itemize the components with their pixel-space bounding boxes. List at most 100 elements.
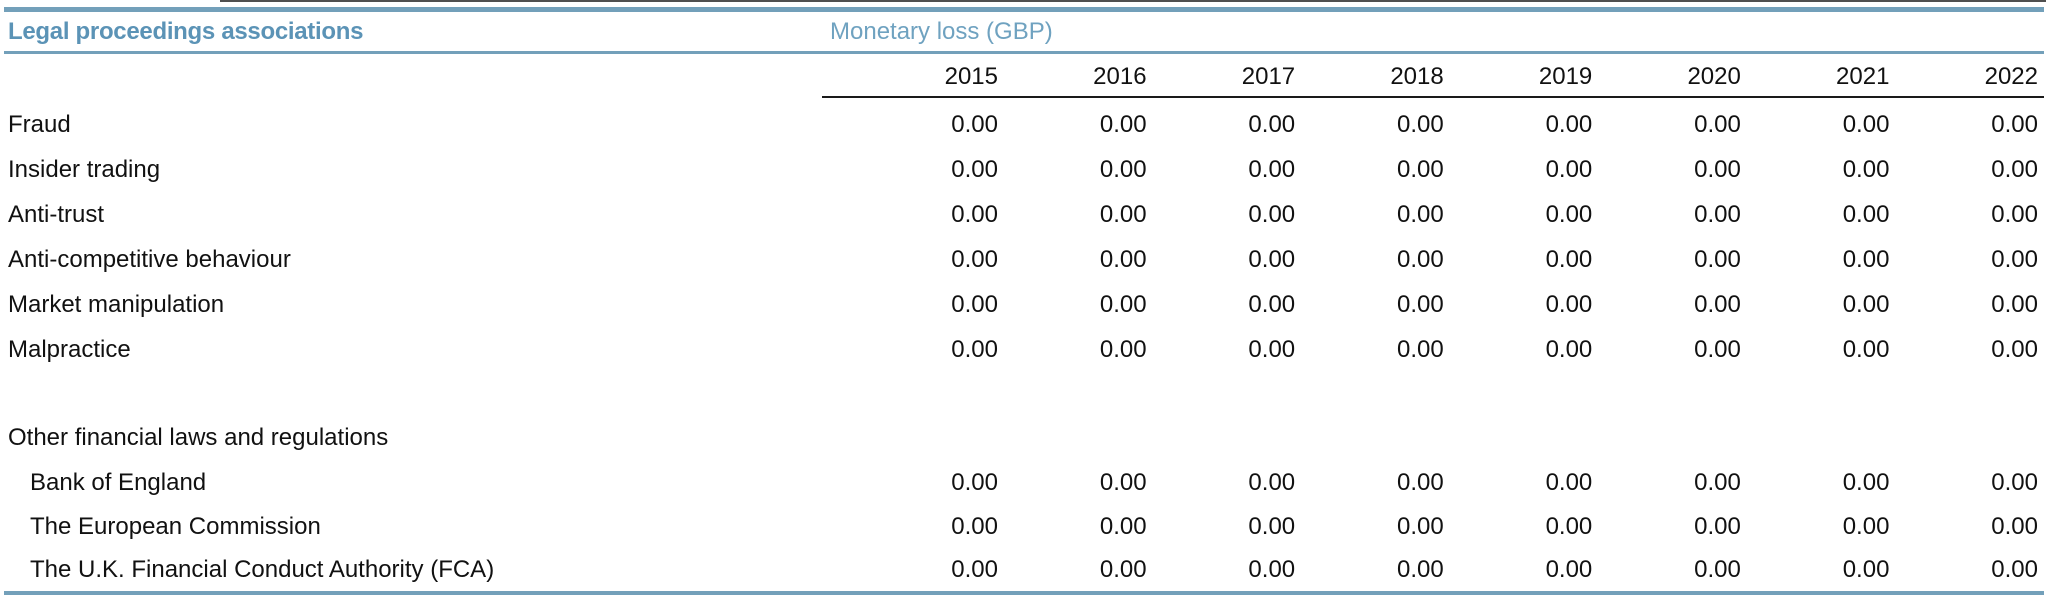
value-cell: 0.00: [1099, 155, 1147, 183]
year-header: 2021: [1836, 63, 1890, 90]
value-cell: 0.00: [1099, 245, 1147, 273]
value-cell: 0.00: [1694, 290, 1741, 318]
value-cell: 0.00: [1099, 555, 1147, 583]
value-cell: 0.00: [1396, 110, 1444, 138]
value-cell: 0.00: [1396, 290, 1444, 318]
blank-row: [0, 372, 2052, 415]
table-row: Anti-trust 0.00 0.00 0.00 0.00 0.00 0.00 0.00 0.…: [0, 192, 2052, 237]
table-row: Fraud 0.00 0.00 0.00 0.00 0.00 0.00 0.00 0.00: [0, 102, 2052, 147]
table-title: Legal proceedings associations: [8, 17, 364, 45]
value-cell: 0.00: [1694, 512, 1741, 540]
value-cell: 0.00: [1694, 335, 1741, 363]
table-row: The European Commission 0.00 0.00 0.00 0.00 0…: [0, 505, 2052, 548]
row-label: Malpractice: [8, 335, 131, 363]
value-cell: 0.00: [1842, 468, 1890, 496]
value-cell: 0.00: [951, 290, 998, 318]
year-row-label-spacer: [0, 91, 822, 96]
value-cell: 0.00: [1842, 335, 1890, 363]
value-cell: 0.00: [1099, 335, 1147, 363]
year-header: 2019: [1538, 63, 1593, 90]
value-cell: 0.00: [1248, 290, 1296, 318]
table-row: Bank of England 0.00 0.00 0.00 0.00 0.00 0.00 0…: [0, 460, 2052, 505]
value-cell: 0.00: [1545, 155, 1593, 183]
year-header: 2022: [1984, 63, 2038, 90]
value-cell: 0.00: [1991, 335, 2038, 363]
value-cell: 0.00: [951, 245, 998, 273]
row-label: Fraud: [8, 110, 71, 138]
value-cell: 0.00: [951, 110, 998, 138]
year-header: 2015: [944, 63, 998, 90]
value-cell: 0.00: [1248, 555, 1296, 583]
row-label: Insider trading: [8, 155, 161, 183]
value-cell: 0.00: [1248, 512, 1296, 540]
row-label: Bank of England: [30, 468, 207, 496]
value-cell: 0.00: [951, 335, 998, 363]
year-header: 2017: [1241, 63, 1296, 90]
table-row: Market manipulation 0.00 0.00 0.00 0.00 0.00 0…: [0, 282, 2052, 327]
value-cell: 0.00: [1396, 335, 1444, 363]
value-cell: 0.00: [1099, 200, 1147, 228]
table-row: Malpractice 0.00 0.00 0.00 0.00 0.00 0.00 0.00 0…: [0, 327, 2052, 372]
value-cell: 0.00: [1991, 555, 2038, 583]
value-cell: 0.00: [1248, 335, 1296, 363]
value-cell: 0.00: [1991, 512, 2038, 540]
table-row: The U.K. Financial Conduct Authority (FC…: [0, 548, 2052, 591]
value-cell: 0.00: [1842, 290, 1890, 318]
year-header-row: 2015 2016 2017 2018 2019 2020 2021 2022: [0, 54, 2052, 96]
table-row: Other financial laws and regulations: [0, 415, 2052, 460]
value-cell: 0.00: [1842, 155, 1890, 183]
row-label: Market manipulation: [8, 290, 225, 318]
value-cell: 0.00: [1842, 555, 1890, 583]
value-cell: 0.00: [1842, 512, 1890, 540]
value-cell: 0.00: [1396, 200, 1444, 228]
bottom-border-line: [4, 591, 2044, 595]
value-cell: 0.00: [1694, 110, 1741, 138]
header-underline: [4, 51, 2044, 54]
value-cell: 0.00: [951, 512, 998, 540]
value-cell: 0.00: [1545, 512, 1593, 540]
value-cell: 0.00: [1991, 155, 2038, 183]
value-cell: 0.00: [1545, 290, 1593, 318]
value-cell: 0.00: [1545, 110, 1593, 138]
screenshot-edge-line: [220, 0, 2046, 2]
value-cell: 0.00: [1545, 335, 1593, 363]
value-cell: 0.00: [1248, 110, 1296, 138]
value-cell: 0.00: [1545, 555, 1593, 583]
value-cell: 0.00: [951, 200, 998, 228]
value-cell: 0.00: [951, 468, 998, 496]
value-cell: 0.00: [1396, 555, 1444, 583]
column-group-header: Monetary loss (GBP): [830, 17, 1053, 45]
value-cell: 0.00: [1396, 512, 1444, 540]
value-cell: 0.00: [1099, 290, 1147, 318]
value-cell: 0.00: [1694, 245, 1741, 273]
value-cell: 0.00: [1099, 110, 1147, 138]
row-label: Other financial laws and regulations: [8, 423, 389, 451]
value-cell: 0.00: [1991, 200, 2038, 228]
value-cell: 0.00: [1991, 245, 2038, 273]
value-cell: 0.00: [1842, 245, 1890, 273]
value-cell: 0.00: [1991, 290, 2038, 318]
year-header-underline: [822, 96, 2044, 98]
value-cell: 0.00: [1842, 110, 1890, 138]
value-cell: 0.00: [1099, 468, 1147, 496]
value-cell: 0.00: [1694, 155, 1741, 183]
table-row: Insider trading 0.00 0.00 0.00 0.00 0.00 0.00 0…: [0, 147, 2052, 192]
table-header-row: Legal proceedings associations Monetary …: [0, 12, 2052, 51]
value-cell: 0.00: [1545, 468, 1593, 496]
year-header: 2016: [1093, 63, 1147, 90]
value-cell: 0.00: [1694, 555, 1741, 583]
value-cell: 0.00: [951, 555, 998, 583]
value-cell: 0.00: [1396, 155, 1444, 183]
value-cell: 0.00: [1248, 245, 1296, 273]
top-border-line: [4, 7, 2044, 12]
value-cell: 0.00: [1099, 512, 1147, 540]
year-header: 2020: [1687, 63, 1741, 90]
value-cell: 0.00: [1991, 110, 2038, 138]
value-cell: 0.00: [1545, 200, 1593, 228]
table-body: Fraud 0.00 0.00 0.00 0.00 0.00 0.00 0.00 0.00 Ins…: [0, 102, 2052, 591]
row-label: Anti-competitive behaviour: [8, 245, 291, 273]
value-cell: 0.00: [1694, 468, 1741, 496]
row-label: The U.K. Financial Conduct Authority (FC…: [30, 555, 495, 583]
row-label: Anti-trust: [8, 200, 105, 228]
